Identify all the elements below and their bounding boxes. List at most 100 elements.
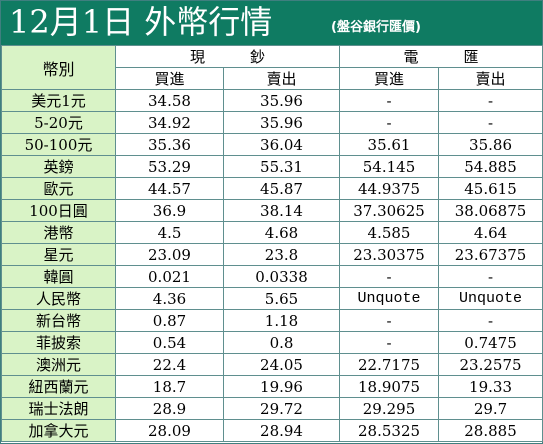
table-row: 新台幣 0.87 1.18- - [1,309,543,332]
cash-sell-value: 55.31 [222,155,341,178]
currency-name: 港幣 [1,221,116,244]
transfer-buy-value: 35.61 [339,133,440,156]
cash-buy-value: 34.92 [115,111,224,134]
table-row: 港幣 4.5 4.68 4.585 4.64 [1,221,543,244]
cash-buy-value: 4.5 [115,221,224,244]
currency-name: 英鎊 [1,155,116,178]
cash-sell-header: 賣出 [222,67,341,90]
transfer-header: 電 匯 [339,45,543,68]
page-title: 12月1日 外幣行情 [9,3,273,41]
currency-name: 50-100元 [1,133,116,156]
header-row-2: 買進 賣出 買進 賣出 [2,67,543,90]
cash-sell-value: 5.65 [222,287,341,310]
transfer-buy-header: 買進 [339,67,440,90]
transfer-sell-value: 29.7 [438,397,543,420]
cash-header: 現 鈔 [114,45,341,68]
page-subtitle: (盤谷銀行匯價) [331,20,421,35]
transfer-buy-value: 44.9375 [339,177,440,200]
transfer-sell-value: 45.615 [438,177,543,200]
transfer-buy-value: - [339,265,440,288]
cash-buy-value: 36.9 [115,199,224,222]
exchange-rate-table: 幣別 現 鈔 電 匯 買進 賣出 買進 賣出 美元1元 34.58 35.96- -5… [1,45,543,442]
cash-sell-value: 35.96 [222,111,341,134]
cash-sell-value: 28.94 [222,419,341,442]
table-row: 100日圓 36.9 38.14 37.30625 38.06875 [1,199,543,222]
table-row: 美元1元 34.58 35.96- - [1,89,543,112]
table-row: 英鎊 53.29 55.31 54.145 54.885 [1,155,543,178]
table-row: 加拿大元 28.09 28.94 28.5325 28.885 [1,419,543,442]
transfer-buy-value: 28.5325 [339,419,440,442]
transfer-buy-value: 22.7175 [339,353,440,376]
table-row: 星元 23.09 23.8 23.30375 23.67375 [1,243,543,266]
transfer-sell-value: 4.64 [438,221,543,244]
currency-name: 紐西蘭元 [1,375,116,398]
currency-name: 加拿大元 [1,419,116,442]
transfer-buy-value: 4.585 [339,221,440,244]
table-row: 紐西蘭元 18.7 19.96 18.9075 19.33 [1,375,543,398]
cash-buy-value: 0.54 [115,331,224,354]
table-row: 50-100元 35.36 36.04 35.61 35.86 [1,133,543,156]
transfer-sell-value: 38.06875 [438,199,543,222]
cash-sell-value: 45.87 [222,177,341,200]
table-row: 歐元 44.57 45.87 44.9375 45.615 [1,177,543,200]
cash-sell-value: 1.18 [222,309,341,332]
currency-name: 新台幣 [1,309,116,332]
cash-sell-value: 4.68 [222,221,341,244]
cash-buy-value: 28.9 [115,397,224,420]
cash-sell-value: 0.0338 [222,265,341,288]
transfer-buy-value: 54.145 [339,155,440,178]
transfer-buy-value: - [339,309,440,332]
cash-buy-value: 34.58 [115,89,224,112]
currency-name: 100日圓 [1,199,116,222]
cash-buy-value: 22.4 [115,353,224,376]
header-row-1: 幣別 現 鈔 電 匯 [1,45,543,90]
transfer-buy-value: 23.30375 [339,243,440,266]
currency-header: 幣別 [1,45,116,90]
cash-sell-value: 29.72 [222,397,341,420]
cash-buy-value: 18.7 [115,375,224,398]
currency-name: 美元1元 [1,89,116,112]
table-row: 菲披索 0.54 0.8-0.7475 [1,331,543,354]
cash-sell-value: 23.8 [222,243,341,266]
cash-buy-value: 35.36 [115,133,224,156]
table-row: 韓圓 0.021 0.0338- - [1,265,543,288]
currency-name: 人民幣 [1,287,116,310]
cash-sell-value: 35.96 [222,89,341,112]
transfer-sell-value: 54.885 [438,155,543,178]
cash-sell-value: 19.96 [222,375,341,398]
cash-buy-value: 0.021 [115,265,224,288]
currency-name: 瑞士法朗 [1,397,116,420]
transfer-buy-value: - [339,111,440,134]
cash-buy-value: 23.09 [115,243,224,266]
title-bar: 12月1日 外幣行情 (盤谷銀行匯價) [1,1,542,45]
transfer-sell-value: 28.885 [438,419,543,442]
transfer-sell-header: 賣出 [438,67,543,90]
transfer-buy-value: - [339,89,440,112]
transfer-buy-value: 29.295 [339,397,440,420]
transfer-sell-value: - [438,265,543,288]
currency-name: 菲披索 [1,331,116,354]
cash-buy-value: 53.29 [115,155,224,178]
currency-name: 澳洲元 [1,353,116,376]
table-row: 人民幣 4.36 5.65 Unquote Unquote [1,287,543,310]
currency-name: 5-20元 [1,111,116,134]
table-row: 澳洲元 22.4 24.05 22.7175 23.2575 [1,353,543,376]
transfer-buy-value: 18.9075 [339,375,440,398]
cash-buy-value: 4.36 [115,287,224,310]
cash-sell-value: 24.05 [222,353,341,376]
transfer-sell-value: 19.33 [438,375,543,398]
currency-name: 歐元 [1,177,116,200]
currency-name: 韓圓 [1,265,116,288]
transfer-buy-value: 37.30625 [339,199,440,222]
table-row: 5-20元 34.92 35.96- - [1,111,543,134]
transfer-buy-value: - [339,331,440,354]
cash-buy-value: 44.57 [115,177,224,200]
transfer-sell-value: 23.2575 [438,353,543,376]
transfer-sell-value: 23.67375 [438,243,543,266]
currency-name: 星元 [1,243,116,266]
transfer-buy-value: Unquote [339,287,440,310]
transfer-sell-value: 0.7475 [438,331,543,354]
cash-buy-value: 0.87 [115,309,224,332]
transfer-sell-value: - [438,89,543,112]
cash-sell-value: 38.14 [222,199,341,222]
